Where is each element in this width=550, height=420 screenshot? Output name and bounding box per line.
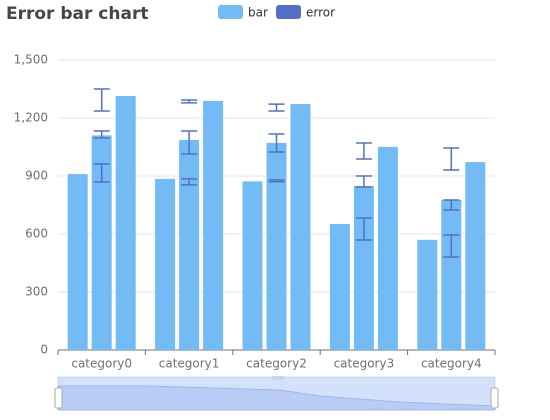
error-bar xyxy=(443,147,460,171)
legend-swatch[interactable] xyxy=(276,5,301,19)
x-tick-label: category4 xyxy=(421,357,482,371)
slider-handle[interactable] xyxy=(54,387,63,409)
error-bar xyxy=(355,217,372,241)
bar xyxy=(353,186,374,350)
error-bar xyxy=(93,130,110,139)
error-bar xyxy=(443,234,460,258)
slider-move-handle[interactable] xyxy=(272,376,284,380)
y-tick-label: 1,500 xyxy=(14,53,48,67)
chart-title: Error bar chart xyxy=(6,4,148,24)
error-bar xyxy=(93,163,110,183)
bar xyxy=(203,100,224,350)
error-bar xyxy=(443,199,460,211)
bar xyxy=(266,142,287,350)
bar xyxy=(290,104,311,350)
bar xyxy=(115,95,136,351)
legend-label[interactable]: bar xyxy=(248,6,268,20)
legend-swatch[interactable] xyxy=(218,5,243,19)
bar xyxy=(67,174,88,350)
error-bar xyxy=(355,142,372,160)
error-bar xyxy=(268,179,285,183)
slider-selection xyxy=(58,377,495,410)
y-tick-label: 600 xyxy=(25,227,48,241)
bar xyxy=(377,147,398,350)
bar xyxy=(91,135,112,350)
error-bar xyxy=(355,175,372,188)
bar xyxy=(441,199,462,350)
slider-preview xyxy=(57,385,496,411)
y-tick-label: 0 xyxy=(40,343,48,357)
bar xyxy=(465,162,486,350)
legend-label[interactable]: error xyxy=(306,6,335,20)
slider-handle[interactable] xyxy=(490,387,499,409)
y-tick-label: 300 xyxy=(25,285,48,299)
error-bar xyxy=(181,99,198,104)
x-tick-label: category0 xyxy=(71,357,132,371)
error-bar xyxy=(268,103,285,112)
error-bar xyxy=(181,178,198,186)
error-bar xyxy=(181,130,198,155)
bar xyxy=(179,140,200,350)
bar xyxy=(155,178,176,350)
bar xyxy=(329,223,350,350)
x-tick-label: category1 xyxy=(159,357,220,371)
y-tick-label: 900 xyxy=(25,169,48,183)
x-tick-label: category3 xyxy=(334,357,395,371)
data-zoom-slider[interactable] xyxy=(54,376,499,411)
y-tick-label: 1,200 xyxy=(14,111,48,125)
bar xyxy=(417,239,438,350)
bar xyxy=(242,181,263,350)
error-bar xyxy=(93,88,110,112)
x-tick-label: category2 xyxy=(246,357,307,371)
error-bar xyxy=(268,133,285,153)
